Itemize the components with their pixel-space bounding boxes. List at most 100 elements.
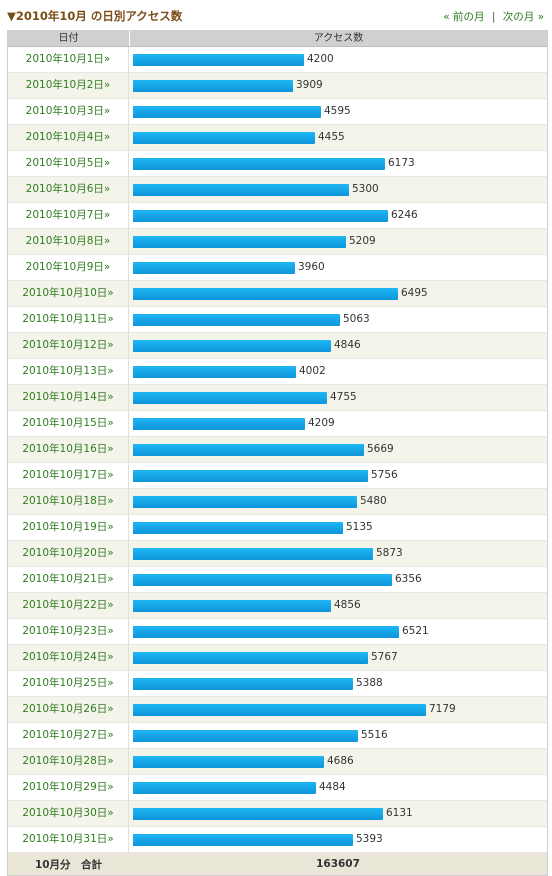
prev-month-link[interactable]: « 前の月 [443,11,485,23]
bar-cell: 7179 [129,697,547,722]
bar-cell: 4455 [129,125,547,150]
date-cell: 2010年10月19日» [8,515,129,540]
date-link[interactable]: 2010年10月6日» [25,183,111,195]
bar-cell: 4846 [129,333,547,358]
date-cell: 2010年10月27日» [8,723,129,748]
access-bar [133,834,353,846]
access-bar [133,496,357,508]
date-link[interactable]: 2010年10月23日» [22,625,114,637]
date-link[interactable]: 2010年10月21日» [22,573,114,585]
table-row: 2010年10月17日» 5756 [8,463,547,489]
date-link[interactable]: 2010年10月31日» [22,833,114,845]
access-bar [133,54,304,66]
bar-cell: 5393 [129,827,547,852]
date-link[interactable]: 2010年10月16日» [22,443,114,455]
bar-cell: 4200 [129,47,547,72]
date-link[interactable]: 2010年10月24日» [22,651,114,663]
date-link[interactable]: 2010年10月5日» [25,157,111,169]
date-cell: 2010年10月3日» [8,99,129,124]
date-link[interactable]: 2010年10月2日» [25,79,111,91]
date-link[interactable]: 2010年10月27日» [22,729,114,741]
bar-cell: 5209 [129,229,547,254]
date-link[interactable]: 2010年10月13日» [22,365,114,377]
date-link[interactable]: 2010年10月8日» [25,235,111,247]
date-link[interactable]: 2010年10月12日» [22,339,114,351]
date-cell: 2010年10月15日» [8,411,129,436]
access-bar [133,366,296,378]
date-cell: 2010年10月9日» [8,255,129,280]
bar-cell: 4002 [129,359,547,384]
access-count: 6495 [401,287,428,299]
date-link[interactable]: 2010年10月15日» [22,417,114,429]
next-month-link[interactable]: 次の月 » [502,11,544,23]
table-row: 2010年10月15日» 4209 [8,411,547,437]
access-bar [133,444,364,456]
access-bar [133,132,315,144]
date-cell: 2010年10月24日» [8,645,129,670]
access-bar [133,184,349,196]
access-bar [133,522,343,534]
date-link[interactable]: 2010年10月20日» [22,547,114,559]
date-cell: 2010年10月4日» [8,125,129,150]
date-link[interactable]: 2010年10月19日» [22,521,114,533]
date-link[interactable]: 2010年10月28日» [22,755,114,767]
bar-cell: 6173 [129,151,547,176]
table-row: 2010年10月31日» 5393 [8,827,547,853]
date-link[interactable]: 2010年10月1日» [25,53,111,65]
access-count: 5873 [376,547,403,559]
date-cell: 2010年10月10日» [8,281,129,306]
table-row: 2010年10月28日» 4686 [8,749,547,775]
table-row: 2010年10月20日» 5873 [8,541,547,567]
bar-cell: 6356 [129,567,547,592]
date-link[interactable]: 2010年10月25日» [22,677,114,689]
access-count: 6521 [402,625,429,637]
date-cell: 2010年10月20日» [8,541,129,566]
access-count: 4846 [334,339,361,351]
table-row: 2010年10月5日» 6173 [8,151,547,177]
table-body: 2010年10月1日» 4200 2010年10月2日» 3909 2010年10月3日… [8,47,547,853]
access-count: 6131 [386,807,413,819]
date-link[interactable]: 2010年10月3日» [25,105,111,117]
date-cell: 2010年10月8日» [8,229,129,254]
date-cell: 2010年10月5日» [8,151,129,176]
table-row: 2010年10月4日» 4455 [8,125,547,151]
bar-cell: 5516 [129,723,547,748]
date-link[interactable]: 2010年10月7日» [25,209,111,221]
total-label: 10月分 合計 [34,858,103,871]
table-row: 2010年10月25日» 5388 [8,671,547,697]
date-link[interactable]: 2010年10月22日» [22,599,114,611]
table-row: 2010年10月26日» 7179 [8,697,547,723]
date-link[interactable]: 2010年10月9日» [25,261,111,273]
date-link[interactable]: 2010年10月18日» [22,495,114,507]
access-column-header: アクセス数 [313,33,364,44]
table-row: 2010年10月14日» 4755 [8,385,547,411]
access-bar [133,756,324,768]
month-nav: « 前の月 | 次の月 » [443,9,544,24]
access-count: 4755 [330,391,357,403]
table-row: 2010年10月1日» 4200 [8,47,547,73]
date-link[interactable]: 2010年10月4日» [25,131,111,143]
table-row: 2010年10月3日» 4595 [8,99,547,125]
date-link[interactable]: 2010年10月10日» [22,287,114,299]
bar-cell: 5669 [129,437,547,462]
date-link[interactable]: 2010年10月30日» [22,807,114,819]
bar-cell: 4686 [129,749,547,774]
access-bar [133,106,321,118]
access-bar [133,470,368,482]
date-link[interactable]: 2010年10月11日» [22,313,114,325]
bar-cell: 5767 [129,645,547,670]
date-link[interactable]: 2010年10月26日» [22,703,114,715]
bar-cell: 4595 [129,99,547,124]
access-count: 5300 [352,183,379,195]
table-row: 2010年10月29日» 4484 [8,775,547,801]
bar-cell: 3960 [129,255,547,280]
access-bar [133,288,398,300]
access-count: 4686 [327,755,354,767]
date-link[interactable]: 2010年10月17日» [22,469,114,481]
date-link[interactable]: 2010年10月14日» [22,391,114,403]
date-link[interactable]: 2010年10月29日» [22,781,114,793]
bar-cell: 5480 [129,489,547,514]
bar-cell: 6131 [129,801,547,826]
access-count: 4856 [334,599,361,611]
table-row: 2010年10月6日» 5300 [8,177,547,203]
